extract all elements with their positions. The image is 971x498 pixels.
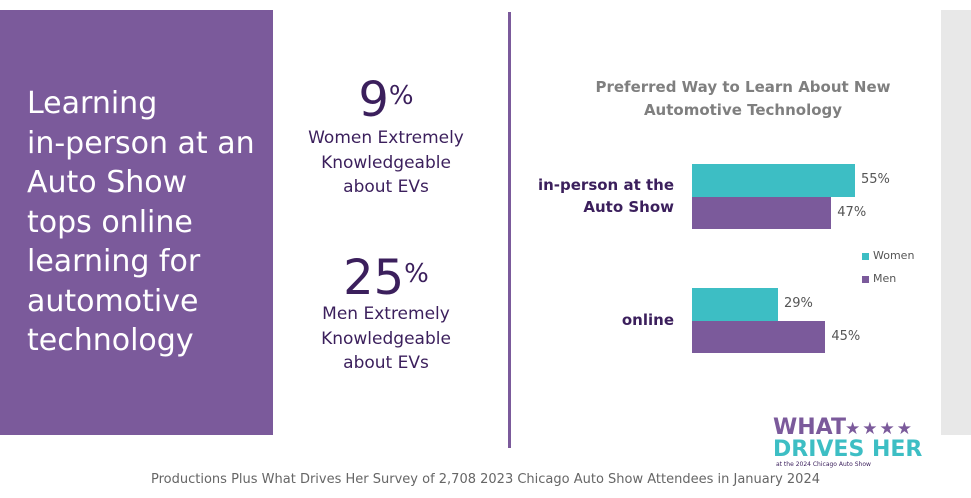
bar xyxy=(692,164,855,197)
stat-number: 25 xyxy=(343,250,405,306)
value-label: 55% xyxy=(861,172,890,187)
logo-line: DRIVES HER xyxy=(773,437,923,462)
stat-text: about EVs xyxy=(343,177,429,197)
headline-line: learning for xyxy=(27,244,201,279)
headline-line: Learning xyxy=(27,86,158,121)
stat-number: 9 xyxy=(358,72,389,128)
headline-line: automotive xyxy=(27,283,199,319)
stat-unit: % xyxy=(388,81,414,111)
stat-text: Women Extremely xyxy=(308,128,464,148)
headline-panel xyxy=(0,10,273,435)
stat-text: about EVs xyxy=(343,353,429,373)
legend-label: Women xyxy=(873,249,915,262)
headline-line: in-person at an xyxy=(27,125,255,161)
stat-text: Knowledgeable xyxy=(321,152,451,173)
stat-text: Knowledgeable xyxy=(321,328,451,349)
legend-swatch xyxy=(862,276,869,283)
bar xyxy=(692,320,826,353)
stat-figure: 25% xyxy=(286,252,486,315)
headline-line: Auto Show xyxy=(27,165,188,200)
side-strip xyxy=(941,10,971,435)
chart-title: Automotive Technology xyxy=(643,101,843,119)
value-label: 45% xyxy=(831,328,861,344)
stat-text: Men Extremely xyxy=(322,304,450,324)
chart-title: Preferred Way to Learn About New xyxy=(595,78,891,96)
bar xyxy=(692,288,778,321)
stat-unit: % xyxy=(404,259,429,289)
value-label: 29% xyxy=(783,296,813,311)
legend-swatch xyxy=(862,253,869,260)
logo-stars: ★★★★ xyxy=(845,419,914,439)
headline-line: tops online xyxy=(27,204,193,240)
logo-line: WHAT xyxy=(773,415,847,440)
stat-figure: 9% xyxy=(286,74,486,137)
headline-line: technology xyxy=(27,323,194,358)
value-label: 47% xyxy=(837,204,867,220)
logo-tagline: at the 2024 Chicago Auto Show xyxy=(776,461,871,468)
divider xyxy=(508,12,511,448)
bar xyxy=(692,196,832,229)
category-label: online xyxy=(621,310,674,329)
footer: Productions Plus What Drives Her Survey … xyxy=(151,472,820,487)
category-label: in-person at the Auto Show xyxy=(537,175,674,216)
legend-label: Men xyxy=(873,272,897,285)
